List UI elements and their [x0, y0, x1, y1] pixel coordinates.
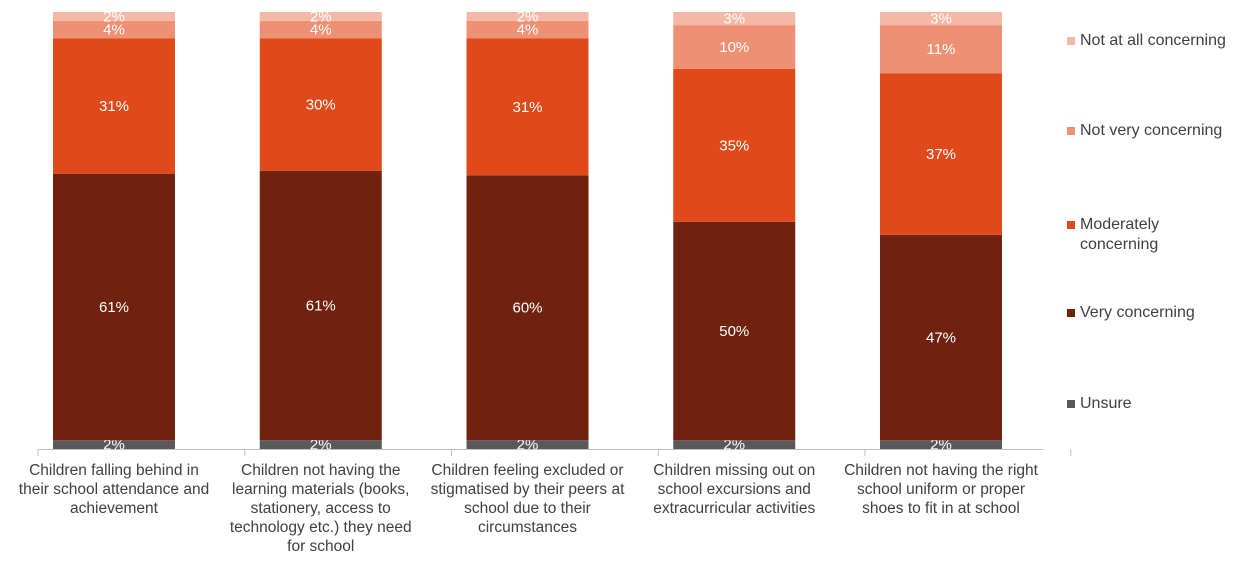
data-label-moderately-concerning-5: 37% — [926, 146, 956, 163]
legend-label-not-at-all-concerning: Not at all concerning — [1080, 32, 1226, 49]
category-label-3: Children feeling excluded or stigmatised… — [430, 462, 625, 536]
data-label-unsure-1: 2% — [103, 437, 125, 454]
data-label-not-at-all-concerning-1: 2% — [103, 8, 125, 25]
category-label-1: Children falling behind in their school … — [18, 462, 210, 517]
bar-segment-not-at-all-concerning-5 — [880, 12, 1002, 26]
bar-segment-not-at-all-concerning-1 — [53, 12, 175, 21]
data-label-not-very-concerning-4: 10% — [719, 39, 749, 56]
legend-label-moderately-concerning: Moderately concerning — [1080, 216, 1160, 253]
category-label-5: Children not having the right school uni… — [844, 462, 1038, 517]
legend-label-unsure: Unsure — [1080, 395, 1132, 412]
data-label-moderately-concerning-1: 31% — [99, 98, 129, 115]
data-label-not-very-concerning-2: 4% — [310, 22, 332, 39]
data-label-not-at-all-concerning-5: 3% — [930, 11, 952, 28]
data-label-unsure-4: 2% — [723, 437, 745, 454]
bar-segment-not-at-all-concerning-3 — [466, 12, 589, 21]
bar-segment-unsure-1 — [53, 440, 175, 449]
data-label-not-at-all-concerning-4: 3% — [723, 11, 745, 28]
bar-segment-not-very-concerning-2 — [259, 20, 382, 39]
bar-segment-moderately-concerning-1 — [53, 38, 175, 174]
data-label-unsure-3: 2% — [517, 437, 539, 454]
bar-segment-unsure-3 — [466, 440, 589, 449]
data-label-not-very-concerning-1: 4% — [103, 21, 125, 38]
data-label-moderately-concerning-3: 31% — [512, 99, 542, 116]
data-label-moderately-concerning-2: 30% — [306, 97, 336, 114]
bar-segment-very-concerning-2 — [259, 170, 382, 441]
bar-segment-not-at-all-concerning-4 — [673, 12, 796, 26]
legend-swatch-unsure — [1067, 400, 1075, 408]
bar-segment-not-at-all-concerning-2 — [259, 12, 382, 21]
data-label-not-very-concerning-5: 11% — [927, 41, 956, 58]
data-label-very-concerning-5: 47% — [926, 330, 956, 347]
bar-segment-very-concerning-4 — [673, 221, 796, 441]
legend-label-very-concerning: Very concerning — [1080, 304, 1195, 321]
legend-swatch-moderately-concerning — [1067, 221, 1075, 229]
bar-segment-very-concerning-3 — [466, 175, 589, 441]
data-label-not-at-all-concerning-3: 2% — [517, 8, 539, 25]
legend-swatch-not-very-concerning — [1067, 127, 1075, 135]
bar-segment-moderately-concerning-4 — [673, 68, 796, 222]
bar-segment-unsure-4 — [673, 440, 796, 449]
bar-segment-not-very-concerning-3 — [466, 20, 589, 39]
bar-segment-not-very-concerning-1 — [53, 20, 175, 39]
data-label-not-at-all-concerning-2: 2% — [310, 8, 332, 25]
bar-segment-moderately-concerning-5 — [880, 73, 1002, 235]
bar-segment-not-very-concerning-4 — [673, 25, 796, 69]
bar-segment-not-very-concerning-5 — [880, 25, 1002, 74]
bar-segment-very-concerning-5 — [880, 234, 1002, 441]
data-label-unsure-2: 2% — [310, 437, 332, 454]
data-label-moderately-concerning-4: 35% — [719, 137, 749, 154]
category-label-4: Children missing out on school excursion… — [653, 462, 816, 517]
legend-swatch-very-concerning — [1067, 309, 1075, 317]
data-label-very-concerning-2: 61% — [306, 298, 336, 315]
bar-segment-moderately-concerning-3 — [466, 38, 589, 176]
bar-segment-very-concerning-1 — [53, 173, 175, 441]
legend-swatch-not-at-all-concerning — [1067, 37, 1075, 45]
data-label-very-concerning-3: 60% — [512, 300, 542, 317]
legend-label-not-very-concerning: Not very concerning — [1080, 122, 1223, 139]
data-label-very-concerning-1: 61% — [99, 299, 129, 316]
data-label-very-concerning-4: 50% — [719, 323, 749, 340]
data-label-unsure-5: 2% — [930, 437, 952, 454]
bar-segment-unsure-2 — [259, 440, 382, 449]
bar-segment-moderately-concerning-2 — [259, 38, 382, 171]
bar-segment-unsure-5 — [880, 440, 1002, 449]
category-label-2: Children not having the learning materia… — [229, 462, 412, 555]
data-label-not-very-concerning-3: 4% — [517, 22, 539, 39]
